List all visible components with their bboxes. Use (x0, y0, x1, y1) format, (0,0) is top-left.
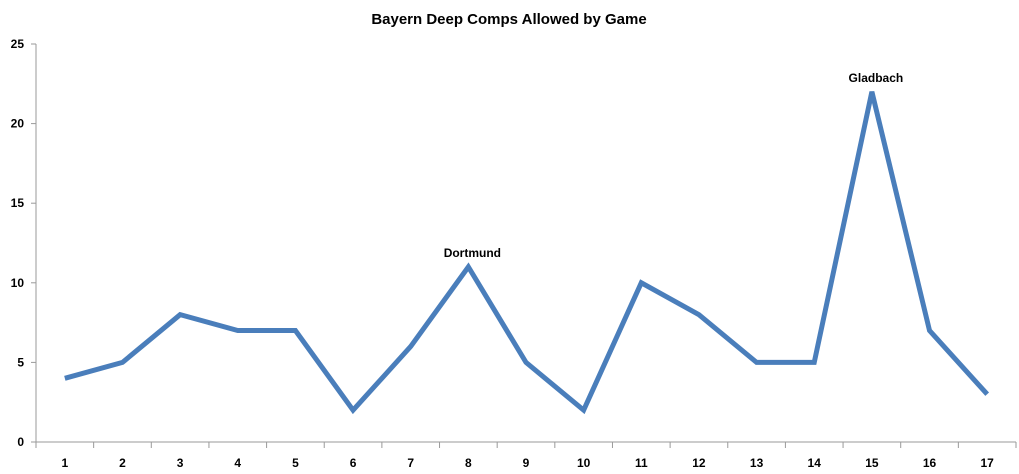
y-tick-label: 10 (11, 276, 25, 290)
x-tick-label: 7 (407, 456, 414, 470)
axes (35, 44, 1016, 443)
x-tick-label: 9 (523, 456, 530, 470)
y-tick-label: 15 (11, 196, 25, 210)
y-tick-label: 25 (11, 37, 25, 51)
x-tick-label: 11 (635, 456, 648, 470)
annotation-label: Gladbach (849, 71, 904, 85)
x-tick-label: 10 (577, 456, 591, 470)
x-tick-label: 6 (350, 456, 357, 470)
x-tick-label: 3 (177, 456, 184, 470)
x-tick-label: 16 (923, 456, 937, 470)
x-tick-label: 1 (61, 456, 68, 470)
y-tick-label: 5 (17, 355, 24, 369)
x-tick-label: 13 (750, 456, 764, 470)
x-tick-label: 14 (808, 456, 822, 470)
chart-title: Bayern Deep Comps Allowed by Game (371, 11, 646, 28)
y-tick-label: 20 (11, 117, 25, 131)
x-tick-label: 12 (692, 456, 706, 470)
annotations: Dortmund Gladbach (444, 71, 904, 260)
x-tick-label: 15 (865, 456, 879, 470)
x-tick-label: 4 (234, 456, 241, 470)
x-tick-label: 5 (292, 456, 299, 470)
x-tick-label: 2 (119, 456, 126, 470)
annotation-label: Dortmund (444, 246, 501, 260)
y-tick-label: 0 (17, 435, 24, 449)
x-tick-label: 17 (980, 456, 994, 470)
x-tick-label: 8 (465, 456, 472, 470)
series (64, 91, 990, 415)
